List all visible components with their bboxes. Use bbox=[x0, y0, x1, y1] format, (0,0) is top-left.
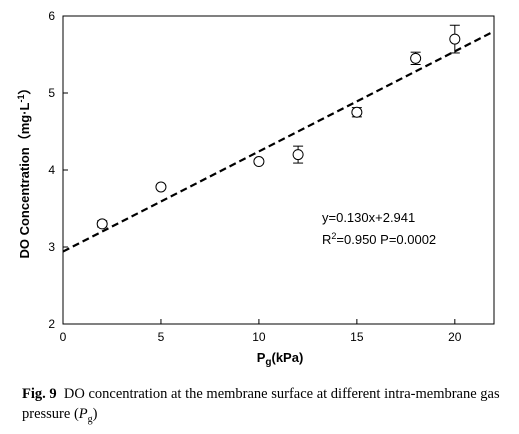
chart: 0 5 10 15 20 2 3 4 5 6 y=0.130x+2.941 R2=0.950 P… bbox=[16, 9, 495, 368]
data-point bbox=[253, 156, 265, 168]
equation-annotation: y=0.130x+2.941 bbox=[322, 210, 415, 225]
caption-close: ) bbox=[92, 406, 98, 422]
y-axis-title: DO Concentration（mg·L-1） bbox=[16, 81, 32, 258]
y-tick-label: 2 bbox=[48, 317, 55, 331]
caption-text: DO concentration at the membrane surface… bbox=[22, 386, 500, 422]
y-tick-label: 5 bbox=[48, 86, 55, 100]
data-point bbox=[292, 149, 304, 161]
caption-variable: P bbox=[78, 406, 88, 422]
x-tick-label: 0 bbox=[60, 330, 67, 344]
plot-frame bbox=[62, 15, 495, 325]
y-tick-label: 3 bbox=[48, 240, 55, 254]
data-point bbox=[155, 181, 167, 193]
data-points bbox=[96, 24, 461, 230]
x-axis-title: Pg(kPa) bbox=[257, 350, 304, 368]
data-point bbox=[96, 218, 108, 230]
x-tick-label: 10 bbox=[252, 330, 266, 344]
data-point bbox=[449, 33, 461, 45]
x-tick-label: 15 bbox=[350, 330, 364, 344]
figure-caption: Fig. 9 DO concentration at the membrane … bbox=[22, 384, 507, 430]
y-tick-label: 4 bbox=[48, 163, 55, 177]
data-point bbox=[351, 106, 363, 118]
x-tick-label: 20 bbox=[448, 330, 462, 344]
x-tick-label: 5 bbox=[158, 330, 165, 344]
data-point bbox=[410, 52, 422, 64]
y-axis-ticks: 2 3 4 5 6 bbox=[48, 9, 68, 331]
y-tick-label: 6 bbox=[48, 9, 55, 23]
r2-annotation: R2=0.950 P=0.0002 bbox=[322, 231, 436, 247]
caption-variable-subscript: g bbox=[87, 413, 93, 425]
x-axis-ticks: 0 5 10 15 20 bbox=[60, 319, 462, 344]
figure-number: Fig. 9 bbox=[22, 386, 57, 402]
regression-line bbox=[62, 30, 495, 253]
